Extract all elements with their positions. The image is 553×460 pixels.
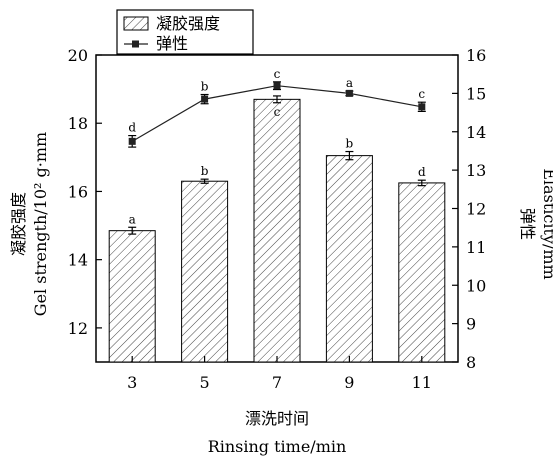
y-right-tick-label: 14: [466, 123, 486, 142]
line-layer: d b c a c: [128, 67, 426, 148]
x-title-cn: 漂洗时间: [245, 409, 309, 428]
y-left-tick-label: 20: [68, 46, 88, 65]
point-sig-label: a: [346, 76, 353, 90]
bar: [253, 98, 301, 363]
y-right-title-en: Elasticity/mm: [540, 168, 553, 279]
x-tick-label: 7: [272, 373, 282, 392]
point-sig-label: b: [201, 80, 209, 94]
y-right-title-cn: 弹性: [518, 208, 537, 240]
x-tick-label: 11: [412, 373, 432, 392]
legend-bar-swatch: [123, 16, 149, 31]
y-right-tick-label: 13: [466, 161, 486, 180]
bar: [181, 180, 229, 363]
line-point: [273, 82, 281, 90]
y-right-tick-label: 8: [466, 353, 476, 372]
y-left-tick-label: 12: [68, 319, 88, 338]
y-left-title-en: Gel strength/10² g·mm: [31, 132, 50, 316]
x-tick-label: 5: [200, 373, 210, 392]
bar: [325, 155, 373, 363]
y-right-tick-label: 12: [466, 200, 486, 219]
point-sig-label: c: [418, 87, 425, 101]
legend-line-marker: [132, 40, 139, 48]
point-sig-label: d: [128, 121, 136, 135]
x-tick-label: 9: [344, 373, 354, 392]
y-left-tick-label: 14: [68, 251, 88, 270]
line-point: [418, 103, 426, 111]
bars-layer: a b c b d: [108, 95, 446, 363]
line-point: [201, 95, 209, 103]
line-point: [345, 89, 353, 97]
line-point: [128, 137, 136, 145]
legend-bar-label: 凝胶强度: [156, 14, 220, 33]
legend-line-label: 弹性: [156, 34, 188, 53]
bar-sig-label: b: [201, 164, 209, 178]
y-right-tick-label: 10: [466, 276, 486, 295]
x-title-en: Rinsing time/min: [208, 437, 347, 456]
axes-layer: 12 14 16 18 20 8 9 10 11 12 13 14 15 16 3 5 7 9 11: [68, 46, 487, 392]
y-right-tick-label: 16: [466, 46, 486, 65]
bar: [108, 230, 156, 363]
y-right-tick-label: 9: [466, 315, 476, 334]
bar-sig-label: b: [346, 137, 354, 151]
point-sig-label: c: [274, 67, 281, 81]
y-left-title-cn: 凝胶强度: [9, 192, 28, 256]
bar-sig-label: d: [418, 165, 426, 179]
y-right-tick-label: 15: [466, 84, 486, 103]
y-left-tick-label: 16: [68, 182, 88, 201]
bar: [398, 182, 446, 363]
bar-sig-label: a: [129, 212, 136, 226]
bar-sig-label: c: [274, 105, 281, 119]
legend: 凝胶强度 弹性: [116, 9, 254, 55]
x-tick-label: 3: [127, 373, 137, 392]
y-right-tick-label: 11: [466, 238, 486, 257]
y-left-tick-label: 18: [68, 114, 88, 133]
